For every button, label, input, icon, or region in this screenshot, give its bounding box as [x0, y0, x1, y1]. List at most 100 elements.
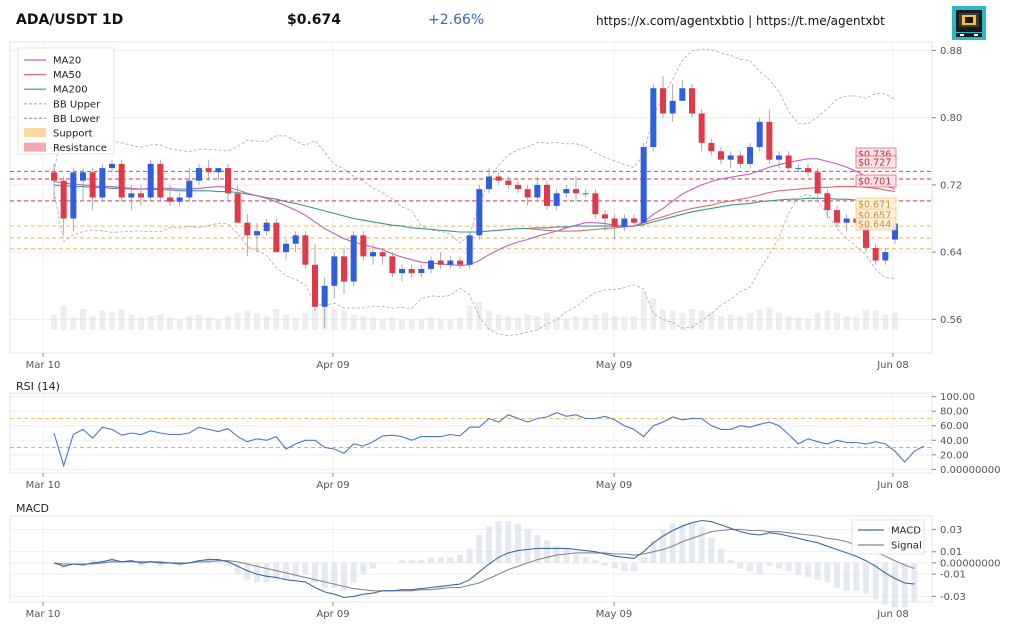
candle-body — [631, 218, 637, 223]
volume-bar — [51, 314, 57, 330]
volume-bar — [457, 317, 463, 330]
candle-body — [573, 189, 579, 194]
candle-body — [776, 155, 782, 160]
candle-body — [669, 100, 676, 114]
ma200-line — [53, 184, 896, 233]
macd-histogram-bar — [370, 562, 376, 569]
price-legend-entry: MA50 — [53, 70, 81, 81]
legend-swatch — [24, 142, 46, 152]
volume-bar — [863, 309, 869, 330]
candle-body — [379, 252, 386, 257]
volume-bar — [892, 312, 898, 330]
volume-bar — [466, 305, 473, 330]
candle-body — [698, 113, 705, 143]
macd-title: MACD — [16, 502, 49, 515]
candle-body — [157, 163, 164, 198]
macd-histogram-bar — [553, 546, 560, 563]
volume-bar — [766, 307, 773, 330]
volume-bar — [447, 319, 454, 330]
volume-bar — [176, 318, 183, 330]
rsi-x-tick-label: May 09 — [596, 480, 633, 491]
volume-bar — [737, 316, 744, 330]
rsi-title: RSI (14) — [16, 380, 60, 393]
candle-body — [321, 285, 328, 307]
macd-histogram-bar — [814, 562, 821, 580]
volume-bar — [341, 310, 347, 330]
volume-bar — [128, 314, 135, 330]
price-legend-entry: Resistance — [53, 143, 107, 154]
candle-body — [679, 88, 686, 101]
macd-legend-entry: MACD — [891, 526, 921, 537]
macd-histogram-bar — [640, 557, 647, 563]
macd-histogram-bar — [756, 562, 763, 575]
volume-bar — [215, 318, 222, 330]
volume-bar — [263, 316, 270, 330]
volume-bar — [360, 316, 367, 330]
volume-bar — [582, 317, 589, 330]
volume-bar — [109, 312, 115, 330]
macd-histogram-bar — [785, 562, 792, 572]
level-tag: $0.701 — [855, 174, 897, 188]
volume-bar — [805, 318, 811, 330]
volume-bar — [408, 320, 415, 330]
volume-bar — [544, 312, 550, 330]
macd-histogram-bar — [863, 562, 869, 594]
macd-panel: MACD 0.03 0.010.00000000-0.01 -0.03 Mar 10 Ap… — [9, 502, 1000, 620]
candle-body — [167, 197, 173, 202]
macd-histogram-bar — [138, 562, 144, 566]
candle-body — [254, 231, 260, 236]
level-tag-label: $0.644 — [858, 220, 891, 231]
macd-histogram-bar — [718, 548, 724, 563]
candle-body — [892, 223, 898, 240]
price-x-tick-label: Mar 10 — [26, 360, 61, 371]
rsi-y-tick-label: 80.00 — [940, 407, 969, 418]
candle-body — [60, 180, 67, 219]
candle-body — [708, 142, 715, 152]
candle-body — [640, 147, 647, 223]
volume-bar — [534, 316, 541, 330]
volume-bar — [660, 309, 666, 330]
price-legend-entry: MA200 — [53, 85, 88, 96]
volume-bar — [824, 310, 831, 330]
level-tag-label: $0.671 — [858, 200, 891, 211]
volume-bar — [312, 295, 318, 330]
candle-body — [534, 184, 541, 198]
candle-body — [582, 193, 589, 195]
volume-bar — [350, 314, 357, 330]
candle-body — [447, 260, 454, 265]
ma50-line — [527, 186, 896, 232]
macd-histogram-bar — [70, 562, 77, 564]
macd-histogram-bar — [660, 529, 666, 563]
volume-bar — [592, 314, 599, 330]
macd-histogram-bar — [747, 562, 753, 572]
macd-histogram-bar — [515, 523, 521, 563]
signal-line — [53, 528, 915, 592]
price-change: +2.66% — [428, 12, 485, 28]
macd-histogram-bar — [737, 562, 744, 569]
volume-bar — [167, 317, 173, 330]
price-y-tick-label: 0.56 — [940, 315, 962, 326]
macd-histogram-bar — [901, 562, 908, 608]
volume-bar — [186, 316, 193, 330]
candle-body — [756, 121, 763, 148]
bb-upper-line — [53, 48, 896, 244]
volume-bar — [621, 317, 628, 330]
candle-body — [263, 222, 270, 232]
candle-body — [70, 172, 77, 219]
level-tag-label: $0.701 — [858, 177, 891, 188]
candle-body — [138, 193, 144, 198]
candle-body — [234, 193, 241, 223]
candle-body — [621, 218, 628, 227]
volume-bar — [234, 312, 241, 330]
level-tag-box — [855, 174, 897, 188]
candle-body — [350, 235, 357, 282]
candle-body — [437, 260, 444, 265]
volume-bar — [776, 312, 782, 330]
price-panel-frame — [9, 41, 933, 354]
price-y-tick-label: 0.88 — [940, 46, 962, 57]
macd-histogram-bar — [486, 526, 492, 563]
bb-lower-line — [53, 191, 896, 337]
social-links[interactable]: https://x.com/agentxbtio | https://t.me/… — [596, 14, 885, 28]
volume-bar — [553, 317, 560, 330]
price-value: $0.674 — [287, 12, 342, 28]
